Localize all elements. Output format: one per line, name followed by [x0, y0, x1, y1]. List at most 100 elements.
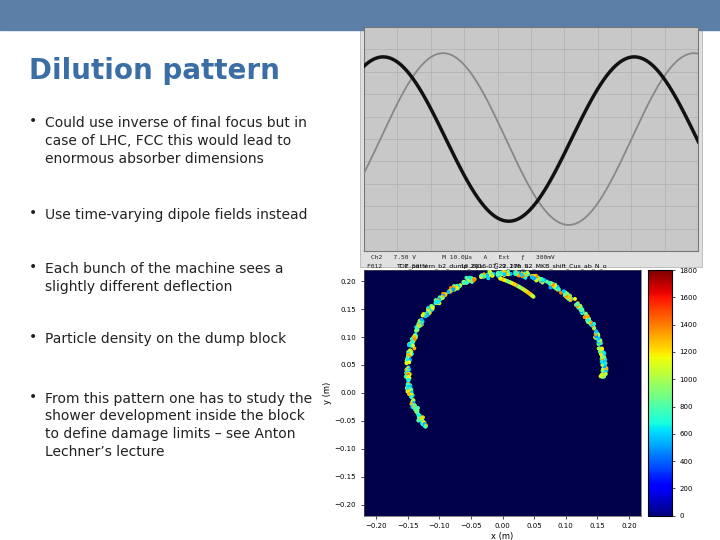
Point [413, 322, 424, 331]
Point [600, 366, 612, 375]
Point [597, 361, 608, 369]
Point [420, 422, 431, 431]
Point [461, 279, 472, 287]
Point [408, 397, 419, 406]
Point [585, 319, 596, 328]
Point [513, 270, 525, 279]
Point [402, 383, 414, 391]
Point [492, 269, 503, 278]
Point [443, 288, 454, 296]
Point [410, 333, 421, 342]
Point [511, 269, 523, 278]
Point [405, 386, 417, 394]
Point [531, 272, 542, 280]
Point [466, 274, 477, 282]
Point [501, 276, 513, 285]
Point [510, 269, 522, 278]
Point [411, 325, 423, 334]
Point [503, 277, 514, 286]
Point [405, 350, 416, 359]
Point [409, 333, 420, 341]
Point [590, 329, 601, 338]
Point [572, 302, 583, 310]
Point [545, 283, 557, 292]
Point [458, 279, 469, 287]
Point [409, 401, 420, 410]
Point [421, 309, 433, 318]
Point [452, 282, 464, 291]
Point [551, 284, 562, 292]
Point [552, 285, 563, 294]
Point [419, 422, 431, 431]
Point [434, 293, 446, 302]
Point [462, 278, 473, 287]
Point [506, 279, 518, 287]
Point [403, 352, 415, 361]
Point [404, 370, 415, 379]
Point [427, 302, 438, 311]
Point [417, 311, 428, 320]
Point [594, 337, 606, 346]
Point [597, 347, 608, 355]
Point [454, 281, 466, 289]
Point [401, 366, 413, 375]
Point [401, 369, 413, 377]
Point [600, 369, 611, 377]
Point [402, 387, 413, 396]
Point [495, 268, 506, 277]
Point [434, 295, 446, 304]
Point [408, 344, 420, 353]
Point [516, 269, 528, 278]
Point [402, 380, 414, 388]
Point [581, 313, 593, 322]
Point [595, 350, 607, 359]
Point [595, 349, 607, 358]
Point [586, 321, 598, 330]
Point [575, 303, 586, 312]
Point [577, 307, 588, 316]
Point [572, 303, 584, 312]
Point [511, 269, 523, 278]
Point [418, 309, 429, 318]
Point [599, 370, 611, 379]
Point [565, 295, 577, 303]
Point [461, 274, 472, 282]
Point [536, 276, 547, 285]
Point [437, 293, 449, 302]
Point [575, 307, 587, 316]
Point [407, 399, 418, 408]
Point [590, 329, 602, 338]
Point [518, 271, 529, 279]
Point [549, 281, 561, 289]
Point [547, 280, 559, 288]
Point [463, 276, 474, 285]
Point [596, 355, 608, 363]
Point [410, 323, 422, 332]
Point [458, 278, 469, 286]
Point [525, 290, 536, 299]
Point [517, 285, 528, 293]
Point [404, 365, 415, 374]
Point [523, 270, 534, 279]
Point [402, 366, 414, 375]
Point [593, 334, 604, 342]
Point [448, 284, 459, 292]
Point [510, 268, 521, 276]
Point [582, 316, 593, 325]
Point [530, 274, 541, 282]
Point [594, 347, 606, 356]
Point [559, 291, 570, 300]
Point [458, 279, 469, 287]
Point [437, 293, 449, 302]
Point [410, 405, 422, 414]
Point [407, 399, 418, 407]
Point [537, 278, 549, 286]
Point [483, 271, 495, 280]
Point [484, 271, 495, 279]
Point [427, 303, 438, 312]
Point [432, 298, 444, 306]
Point [405, 348, 416, 357]
Point [403, 390, 415, 399]
Point [598, 354, 609, 362]
Point [426, 306, 438, 314]
